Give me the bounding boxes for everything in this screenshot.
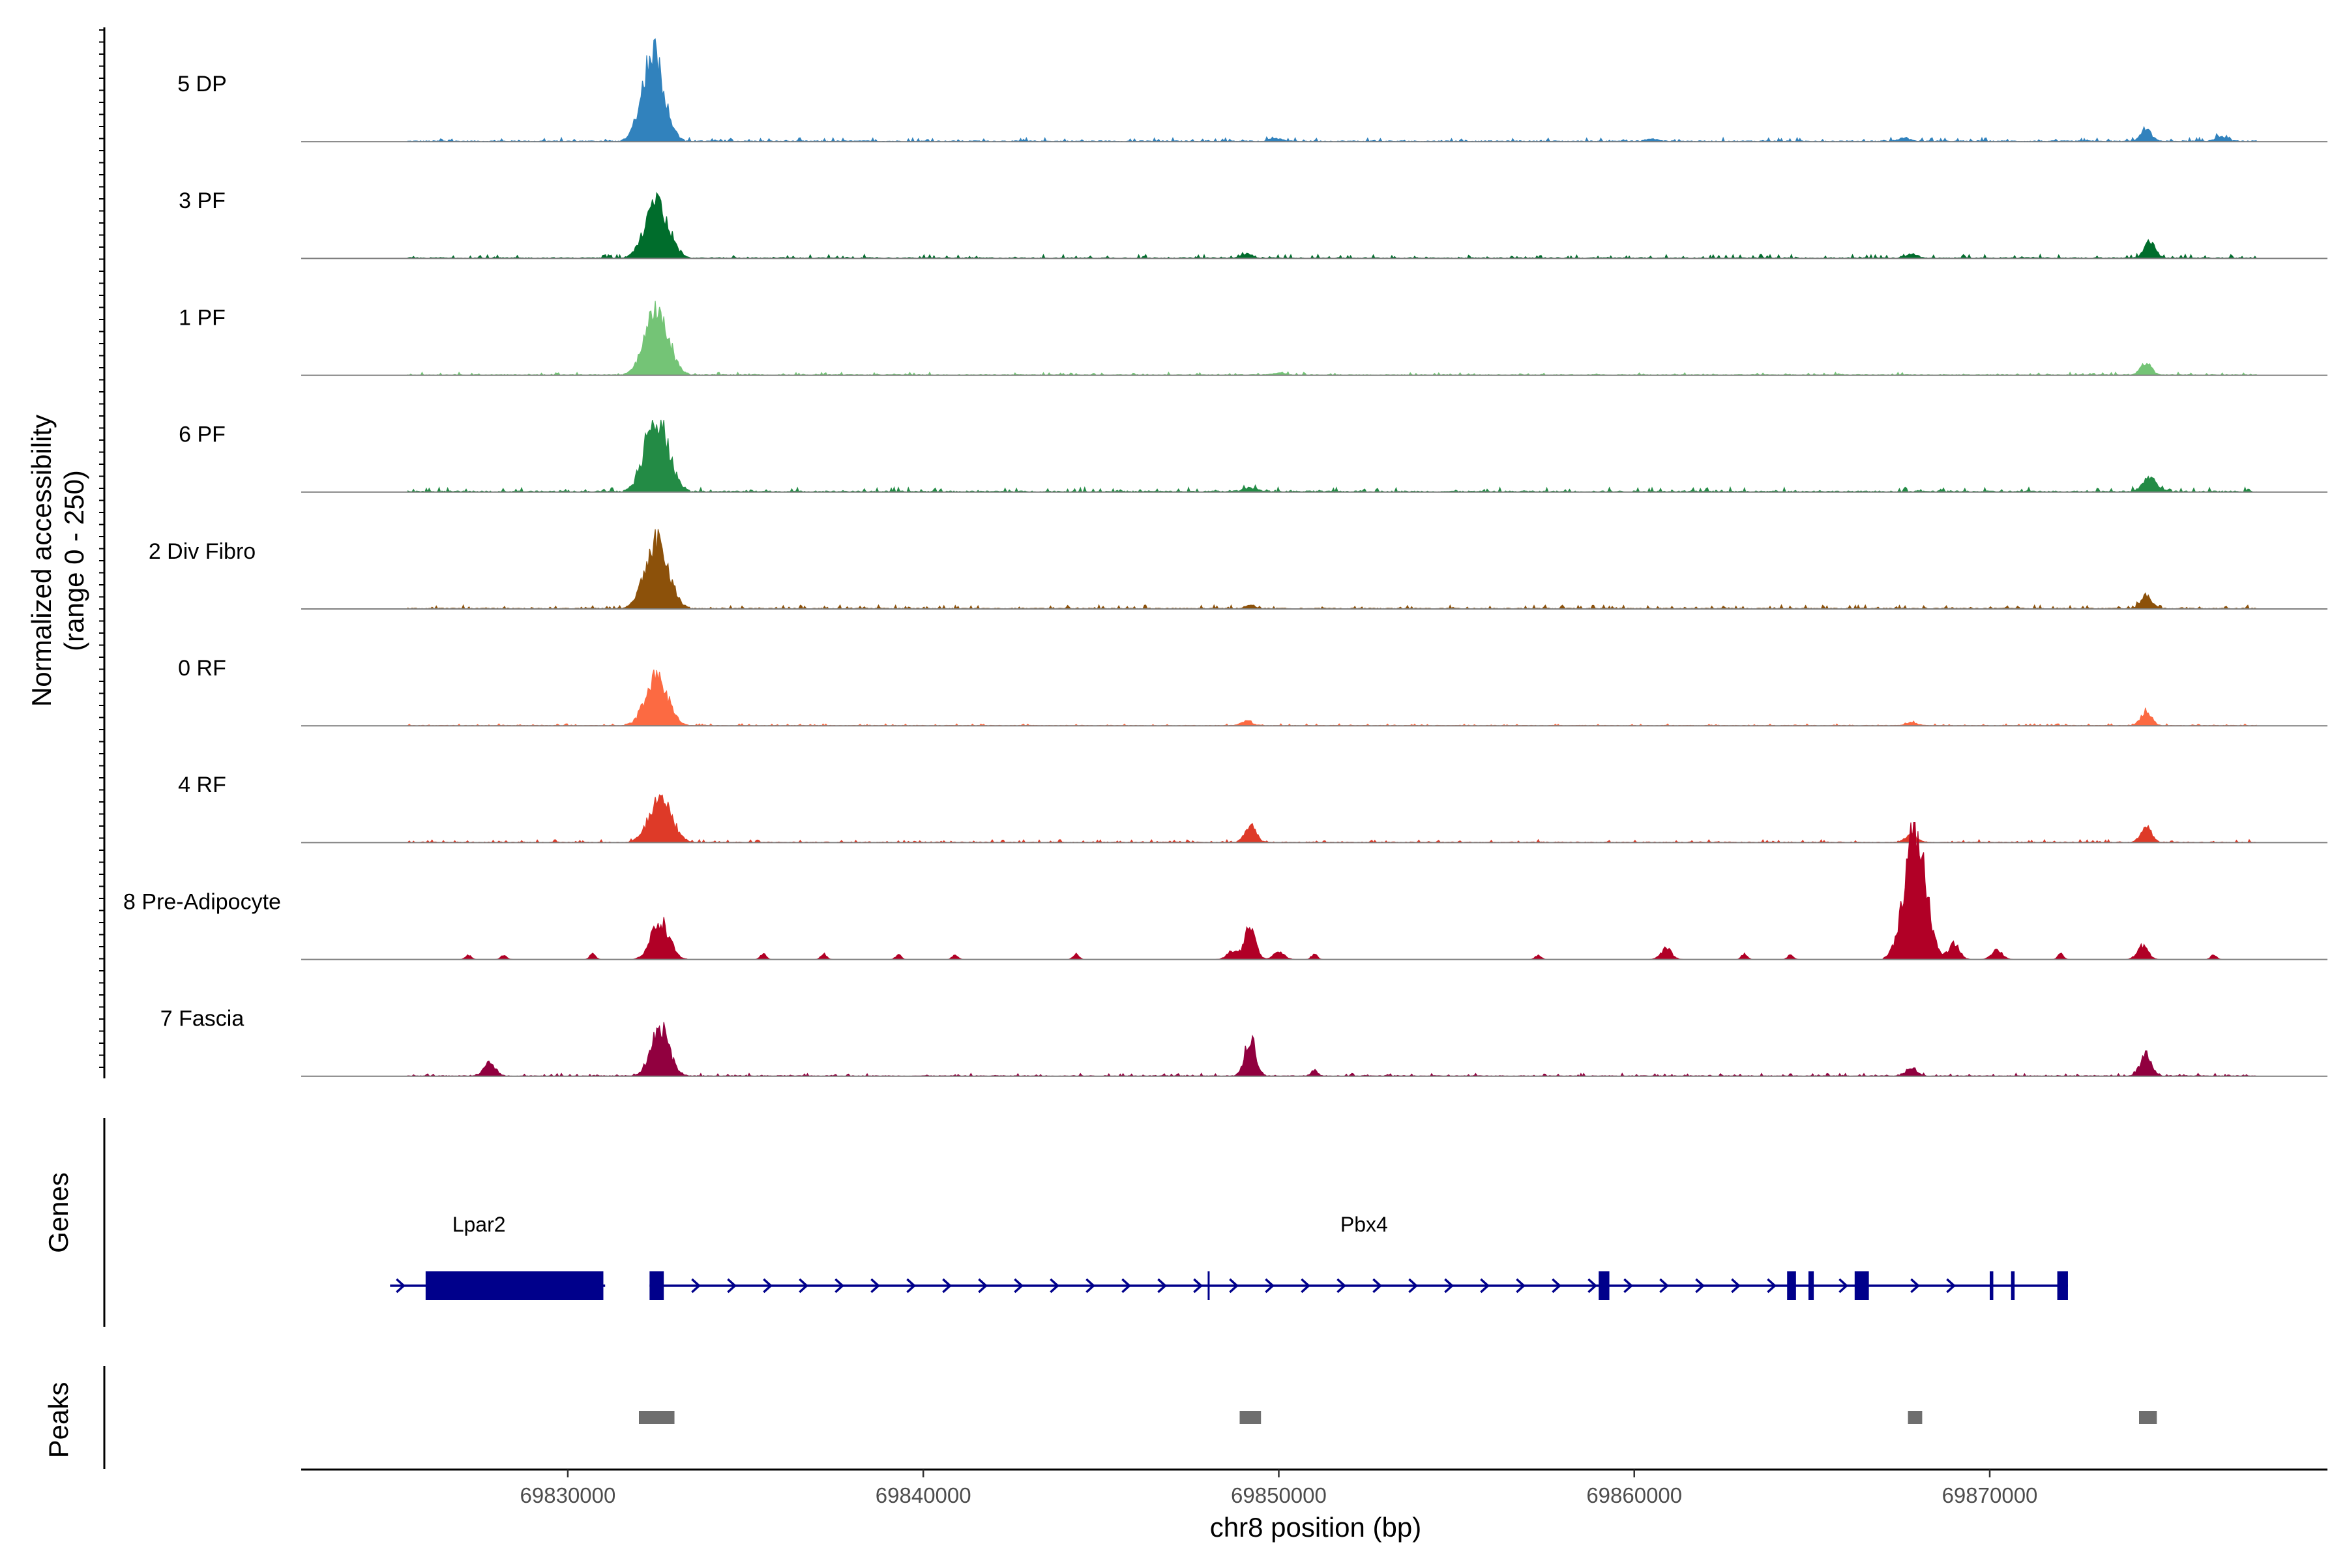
strand-arrow-icon xyxy=(763,1278,773,1294)
exon xyxy=(425,1271,604,1300)
peak-region xyxy=(1908,1411,1923,1424)
strand-arrow-icon xyxy=(1157,1278,1167,1294)
coverage-area xyxy=(407,529,2257,610)
exon xyxy=(1990,1271,1994,1300)
coverage-area xyxy=(407,419,2257,494)
strand-arrow-icon xyxy=(1408,1278,1418,1294)
axes: 69830000 69840000 69850000 69860000 69870000 xyxy=(99,27,2327,1507)
track-0-rf: 0 RF xyxy=(178,656,2327,727)
exon xyxy=(2011,1271,2015,1300)
track-3-pf: 3 PF xyxy=(179,188,2327,259)
track-6-pf: 6 PF xyxy=(179,419,2327,494)
x-tick-label: 69840000 xyxy=(876,1483,971,1507)
strand-arrow-icon xyxy=(1946,1278,1956,1294)
strand-arrow-icon xyxy=(1121,1278,1131,1294)
strand-arrow-icon xyxy=(1587,1278,1597,1294)
strand-arrow-icon xyxy=(1265,1278,1275,1294)
peak-region xyxy=(2139,1411,2157,1424)
track-label: 0 RF xyxy=(178,656,226,681)
strand-arrow-icon xyxy=(906,1278,916,1294)
strand-arrow-icon xyxy=(1229,1278,1239,1294)
coverage-tracks: 5 DP 3 PF 1 PF 6 PF 2 Div Fibro 0 RF 4 RF 8 Pre… xyxy=(123,38,2327,1077)
track-label: 4 RF xyxy=(178,773,226,797)
gene-annotation-track: Lpar2 Pbx4 xyxy=(390,1213,2068,1300)
track-label: 7 Fascia xyxy=(160,1007,244,1031)
strand-arrow-icon xyxy=(1480,1278,1490,1294)
coverage-area xyxy=(407,301,2257,376)
strand-arrow-icon xyxy=(1695,1278,1705,1294)
exon xyxy=(649,1271,664,1300)
x-tick-label: 69830000 xyxy=(520,1483,616,1507)
strand-arrow-icon xyxy=(978,1278,988,1294)
exon xyxy=(1599,1271,1610,1300)
strand-arrow-icon xyxy=(1193,1278,1203,1294)
gene-label: Pbx4 xyxy=(1340,1213,1388,1236)
strand-arrow-icon xyxy=(691,1278,701,1294)
strand-arrow-icon xyxy=(1767,1278,1777,1294)
track-label: 1 PF xyxy=(179,305,226,330)
track-label: 8 Pre-Adipocyte xyxy=(123,889,281,914)
strand-arrow-icon xyxy=(1014,1278,1024,1294)
strand-arrow-icon xyxy=(1623,1278,1633,1294)
track-8-pre-adipocyte: 8 Pre-Adipocyte xyxy=(123,822,2327,960)
strand-arrow-icon xyxy=(1050,1278,1059,1294)
strand-arrow-icon xyxy=(1552,1278,1561,1294)
track-label: 6 PF xyxy=(179,422,226,447)
track-label: 3 PF xyxy=(179,188,226,213)
peak-region xyxy=(639,1411,675,1424)
exon xyxy=(1207,1271,1210,1300)
strand-arrow-icon xyxy=(1085,1278,1095,1294)
gene-lpar2: Lpar2 xyxy=(390,1213,606,1300)
track-label: 2 Div Fibro xyxy=(149,539,256,564)
x-tick-label: 69870000 xyxy=(1942,1483,2038,1507)
exon xyxy=(1808,1271,1814,1300)
coverage-area xyxy=(407,1022,2257,1077)
x-axis-title: chr8 position (bp) xyxy=(1210,1512,1422,1543)
strand-arrow-icon xyxy=(727,1278,737,1294)
genes-panel-title: Genes xyxy=(43,1172,74,1253)
coverage-area xyxy=(407,794,2257,844)
strand-arrow-icon xyxy=(1372,1278,1382,1294)
x-tick-label: 69860000 xyxy=(1586,1483,1682,1507)
strand-arrow-icon xyxy=(799,1278,808,1294)
gene-pbx4: Pbx4 xyxy=(649,1213,2068,1300)
gene-label: Lpar2 xyxy=(452,1213,506,1236)
strand-arrow-icon xyxy=(1336,1278,1346,1294)
peaks-panel-title: Peaks xyxy=(43,1382,74,1458)
strand-arrow-icon xyxy=(1444,1278,1454,1294)
strand-arrow-icon xyxy=(1516,1278,1526,1294)
coverage-area xyxy=(407,669,2257,726)
track-1-pf: 1 PF xyxy=(179,301,2327,376)
x-tick-label: 69850000 xyxy=(1231,1483,1327,1507)
track-4-rf: 4 RF xyxy=(178,773,2327,844)
strand-arrow-icon xyxy=(396,1278,406,1294)
coverage-area xyxy=(407,192,2257,259)
track-5-dp: 5 DP xyxy=(177,38,2327,143)
exon xyxy=(1854,1271,1869,1300)
track-label: 5 DP xyxy=(177,72,227,96)
exon xyxy=(1787,1271,1796,1300)
strand-arrow-icon xyxy=(942,1278,952,1294)
strand-arrow-icon xyxy=(1659,1278,1669,1294)
strand-arrow-icon xyxy=(1301,1278,1310,1294)
strand-arrow-icon xyxy=(1838,1278,1848,1294)
track-7-fascia: 7 Fascia xyxy=(160,1007,2327,1077)
strand-arrow-icon xyxy=(870,1278,880,1294)
coverage-area xyxy=(407,38,2257,143)
y-axis-title: Normalized accessibility xyxy=(26,415,57,707)
exon xyxy=(2057,1271,2068,1300)
y-axis-range-label: (range 0 - 250) xyxy=(59,470,89,651)
strand-arrow-icon xyxy=(1910,1278,1920,1294)
strand-arrow-icon xyxy=(1731,1278,1741,1294)
track-2-div-fibro: 2 Div Fibro xyxy=(149,529,2327,610)
peak-region xyxy=(1239,1411,1262,1424)
peak-regions-track xyxy=(639,1411,2157,1424)
strand-arrow-icon xyxy=(834,1278,844,1294)
